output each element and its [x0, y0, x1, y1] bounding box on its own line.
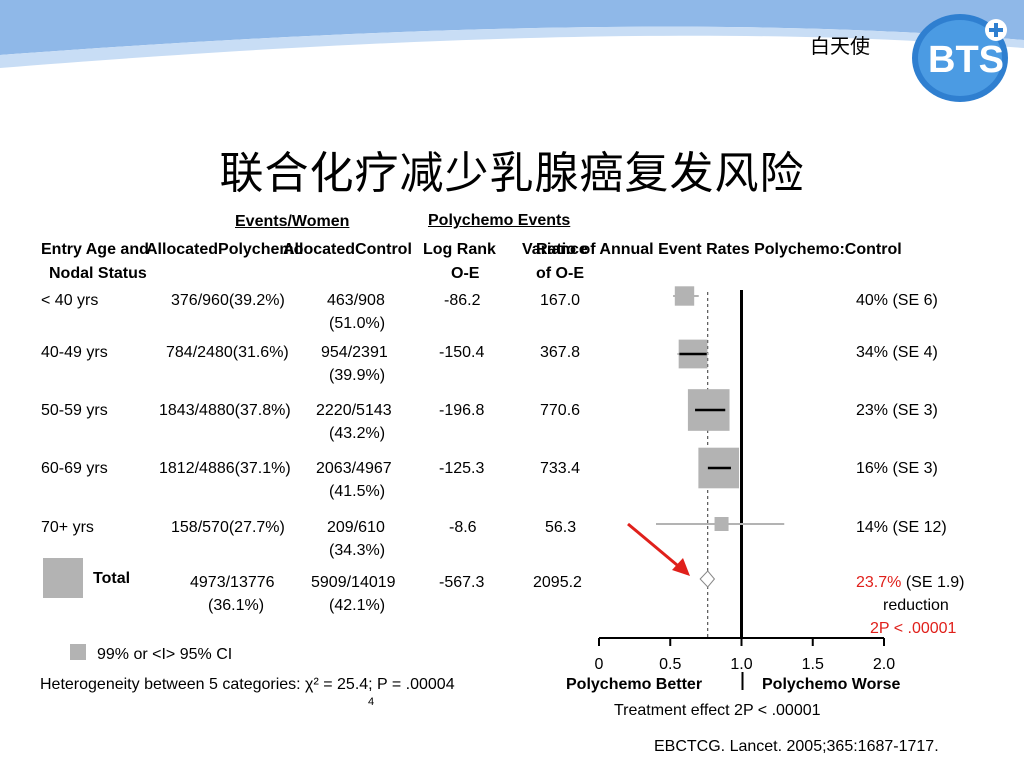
row-poly: 1812/4886(37.1%) [159, 460, 291, 477]
row-reduction: 34% (SE 4) [856, 344, 938, 361]
heterogeneity-subscript: 4 [368, 696, 375, 708]
total-reduction-pct: 23.7% [856, 574, 902, 591]
allocated-polychemo-header: AllocatedPolychemo [146, 241, 304, 258]
polychemo-worse-label: Polychemo Worse [762, 676, 901, 693]
row-reduction: 40% (SE 6) [856, 292, 938, 309]
red-arrowhead-icon [672, 558, 690, 576]
ci-legend-label: 99% or <I> 95% CI [97, 646, 233, 663]
row-oe: -8.6 [449, 519, 477, 536]
total-poly-pct: (36.1%) [208, 597, 265, 614]
ci-legend-icon [70, 644, 86, 660]
logrank-header-line2: O-E [451, 265, 480, 282]
row-oe: -86.2 [444, 292, 481, 309]
polychemo-events-header: Polychemo Events [428, 212, 571, 229]
row-oe: -196.8 [439, 402, 485, 419]
x-tick-label: 1.0 [730, 656, 752, 673]
total-poly: 4973/13776 [190, 574, 275, 591]
row-label: 40-49 yrs [41, 344, 108, 361]
row-poly: 784/2480(31.6%) [166, 344, 289, 361]
total-p-value: 2P < .00001 [870, 620, 957, 637]
polychemo-better-label: Polychemo Better [566, 676, 703, 693]
row-variance: 367.8 [540, 344, 581, 361]
total-box-icon [43, 558, 83, 598]
row-control: 209/610 [327, 519, 385, 536]
treatment-effect-label: Treatment effect 2P < .00001 [614, 702, 821, 719]
row-control-pct: (34.3%) [329, 542, 386, 559]
x-tick-label: 0 [595, 656, 604, 673]
row-poly: 1843/4880(37.8%) [159, 402, 291, 419]
heterogeneity-text: Heterogeneity between 5 categories: χ² =… [40, 676, 455, 693]
row-control: 954/2391 [321, 344, 388, 361]
row-label: 70+ yrs [41, 519, 94, 536]
row-label: 60-69 yrs [41, 460, 108, 477]
row-control-pct: (51.0%) [329, 315, 386, 332]
x-tick-label: 1.5 [802, 656, 824, 673]
total-reduction: 23.7% (SE 1.9) [856, 572, 965, 594]
row-poly: 158/570(27.7%) [171, 519, 285, 536]
row-label: 50-59 yrs [41, 402, 108, 419]
row-reduction: 14% (SE 12) [856, 519, 947, 536]
row-control-pct: (39.9%) [329, 367, 386, 384]
row-variance: 167.0 [540, 292, 581, 309]
variance-header-line1: Variance [522, 241, 588, 258]
x-tick-label: 2.0 [873, 656, 895, 673]
entry-header-line1: Entry Age and [41, 241, 149, 258]
citation: EBCTCG. Lancet. 2005;365:1687-1717. [654, 738, 939, 755]
header-banner: BTS [0, 0, 1024, 102]
row-reduction: 16% (SE 3) [856, 460, 938, 477]
estimate-box [714, 517, 729, 531]
row-variance: 733.4 [540, 460, 581, 477]
brand-name: 白天使 [810, 34, 870, 58]
total-reduction-se: (SE 1.9) [901, 574, 965, 591]
row-reduction: 23% (SE 3) [856, 402, 938, 419]
row-control: 2220/5143 [316, 402, 392, 419]
row-control: 463/908 [327, 292, 385, 309]
logrank-header-line1: Log Rank [423, 241, 496, 258]
variance-header-line2: of O-E [536, 265, 584, 282]
x-tick-label: 0.5 [659, 656, 681, 673]
total-oe: -567.3 [439, 574, 485, 591]
logo-text: BTS [928, 39, 1004, 81]
bts-logo-icon: BTS [912, 14, 1008, 102]
row-control-pct: (43.2%) [329, 425, 386, 442]
row-poly: 376/960(39.2%) [171, 292, 285, 309]
header-wave-dark [0, 0, 1024, 55]
slide-title: 联合化疗减少乳腺癌复发风险 [219, 148, 805, 199]
row-control: 2063/4967 [316, 460, 392, 477]
ratio-header: Ratio of Annual Event Rates Polychemo:Co… [536, 241, 902, 258]
red-arrow-icon [627, 522, 684, 572]
entry-header-line2: Nodal Status [49, 265, 147, 282]
row-oe: -150.4 [439, 344, 485, 361]
allocated-control-header: AllocatedControl [283, 241, 412, 258]
events-women-header: Events/Women [235, 213, 350, 230]
estimate-box [674, 286, 695, 306]
row-control-pct: (41.5%) [329, 483, 386, 500]
total-label: Total [93, 570, 131, 587]
total-control-pct: (42.1%) [329, 597, 386, 614]
total-diamond [699, 570, 716, 588]
row-variance: 770.6 [540, 402, 581, 419]
total-control: 5909/14019 [311, 574, 396, 591]
header-wave-light [0, 26, 1024, 68]
row-label: < 40 yrs [41, 292, 99, 309]
row-variance: 56.3 [545, 519, 577, 536]
total-variance: 2095.2 [533, 574, 582, 591]
row-oe: -125.3 [439, 460, 485, 477]
total-reduction-word: reduction [883, 597, 949, 614]
